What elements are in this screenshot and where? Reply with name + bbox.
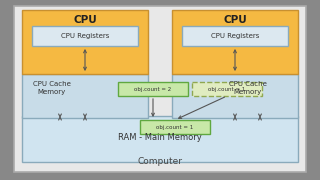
Text: CPU Registers: CPU Registers — [211, 33, 259, 39]
Bar — [172, 10, 298, 74]
Text: CPU Registers: CPU Registers — [61, 33, 109, 39]
Bar — [192, 82, 262, 96]
Text: RAM - Main Memory: RAM - Main Memory — [118, 134, 202, 143]
Text: CPU: CPU — [73, 15, 97, 25]
Text: CPU Cache
Memory: CPU Cache Memory — [33, 81, 71, 95]
Text: obj.count = 1: obj.count = 1 — [156, 125, 194, 129]
Bar — [22, 116, 298, 162]
Bar — [22, 10, 148, 74]
Bar — [22, 74, 148, 118]
Bar — [172, 74, 298, 118]
Text: CPU: CPU — [223, 15, 247, 25]
Bar — [182, 26, 288, 46]
Text: Computer: Computer — [138, 158, 182, 166]
Bar — [118, 82, 188, 96]
Text: obj.count = 2: obj.count = 2 — [134, 87, 172, 91]
Text: CPU Cache
Memory: CPU Cache Memory — [229, 81, 267, 95]
Bar — [32, 26, 138, 46]
Bar — [140, 120, 210, 134]
Text: obj.count = 1: obj.count = 1 — [208, 87, 246, 91]
